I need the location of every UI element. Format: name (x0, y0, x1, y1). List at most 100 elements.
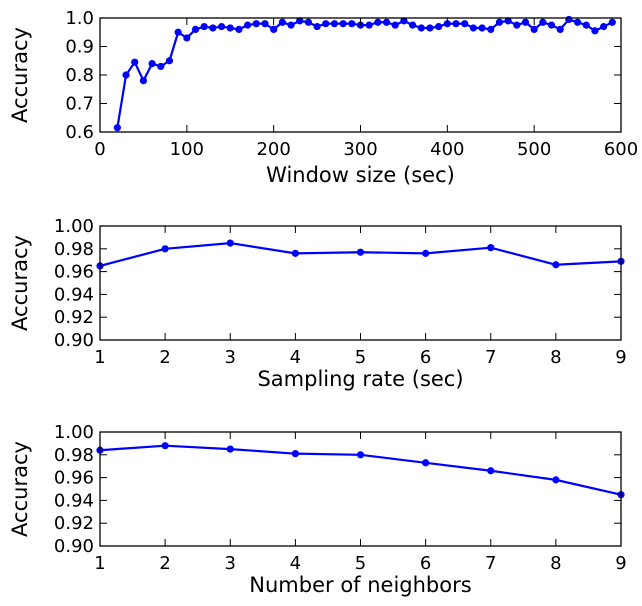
window-size-data-point (183, 34, 191, 42)
window-size-data-point (148, 60, 156, 68)
neighbors-data-point (356, 451, 365, 459)
window-size-data-point (209, 24, 217, 32)
window-size-y-tick-label: 1.0 (65, 8, 94, 29)
window-size-data-point (270, 25, 278, 33)
sampling-rate-x-tick-label: 9 (615, 347, 626, 368)
sampling-rate-y-tick-label: 0.94 (54, 284, 94, 305)
window-size-data-point (521, 18, 530, 26)
window-size-data-point (261, 20, 269, 28)
window-size-data-point (200, 22, 208, 31)
window-size-data-point (313, 22, 321, 31)
window-size-data-point (374, 18, 382, 26)
window-size-data-point (139, 77, 148, 85)
sampling-rate-x-tick-label: 6 (420, 347, 431, 368)
window-size-data-point (382, 18, 391, 26)
window-size-data-point (513, 21, 521, 29)
sampling-rate-x-axis-label: Sampling rate (sec) (257, 367, 463, 391)
neighbors-y-tick-label: 0.98 (54, 445, 94, 466)
sampling-rate-x-tick-label: 7 (485, 347, 496, 368)
sampling-rate-data-point (552, 261, 560, 269)
sampling-rate-data-point (487, 244, 495, 252)
neighbors-y-tick-label: 1.00 (54, 422, 94, 443)
window-size-data-point (417, 24, 425, 32)
window-size-data-point (278, 18, 286, 26)
window-size-data-point (322, 20, 330, 28)
window-size-data-point (504, 17, 512, 25)
sampling-rate-y-tick-label: 0.98 (54, 239, 94, 260)
window-size-data-point (365, 21, 373, 29)
window-size-data-point (556, 25, 564, 33)
sampling-rate-data-point (226, 239, 234, 247)
neighbors-x-axis-label: Number of neighbors (249, 573, 471, 597)
window-size-data-point (495, 18, 504, 26)
window-size-y-tick-label: 0.9 (65, 37, 94, 58)
window-size-data-point (165, 57, 174, 65)
neighbors-data-point (487, 467, 495, 475)
sampling-rate-y-tick-label: 0.90 (54, 330, 94, 351)
neighbors-data-point (161, 442, 169, 450)
window-size-data-point (426, 24, 434, 32)
sampling-rate-x-tick-label: 4 (290, 347, 301, 368)
neighbors-x-tick-label: 2 (159, 553, 170, 574)
window-size-data-point (435, 22, 443, 31)
neighbors-y-tick-label: 0.92 (54, 513, 94, 534)
sampling-rate-x-tick-label: 5 (355, 347, 366, 368)
neighbors-x-tick-label: 7 (485, 553, 496, 574)
window-size-data-point (547, 21, 556, 29)
window-size-data-point (226, 24, 234, 32)
neighbors-y-tick-label: 0.96 (54, 468, 94, 489)
window-size-x-tick-label: 300 (343, 139, 377, 160)
window-size-data-point (244, 21, 252, 29)
sampling-rate-x-tick-label: 8 (550, 347, 561, 368)
window-size-data-point (191, 25, 200, 33)
window-size-data-point (235, 25, 243, 33)
sampling-rate-data-point (291, 249, 299, 257)
window-size-data-point (330, 20, 339, 28)
window-size-data-point (487, 25, 495, 33)
window-size-y-tick-label: 0.6 (65, 122, 94, 143)
neighbors-x-tick-label: 9 (615, 553, 626, 574)
neighbors-data-point (552, 476, 560, 484)
sampling-rate-y-tick-label: 0.92 (54, 307, 94, 328)
window-size-data-point (217, 22, 226, 31)
sampling-rate-panel: 1 2 3 4 5 6 7 8 9 0.900.920.940.960.981.00 Samplin… (8, 216, 627, 391)
window-size-y-axis-label: Accuracy (8, 27, 32, 123)
sampling-rate-data-point (161, 245, 169, 253)
neighbors-x-tick-label: 8 (550, 553, 561, 574)
window-size-y-tick-label: 0.8 (65, 65, 94, 86)
window-size-data-point (348, 20, 356, 28)
sampling-rate-x-tick-label: 2 (159, 347, 170, 368)
sampling-rate-y-axis-label: Accuracy (8, 235, 32, 331)
window-size-data-point (539, 18, 547, 26)
window-size-data-point (122, 71, 130, 79)
window-size-data-point (131, 58, 139, 66)
window-size-data-point (469, 24, 477, 32)
neighbors-x-tick-label: 5 (355, 553, 366, 574)
window-size-series-line (116, 18, 613, 128)
window-size-x-tick-label: 500 (517, 139, 551, 160)
chart-panels: 0 100 200 300 400 500 600 0.6 0.7 0.8 0.9 1.0 Window… (8, 8, 638, 597)
window-size-data-point (174, 28, 182, 36)
window-size-data-point (113, 124, 121, 132)
window-size-x-tick-label: 200 (256, 139, 290, 160)
neighbors-data-point (422, 459, 430, 467)
neighbors-y-tick-label: 0.90 (54, 536, 94, 557)
sampling-rate-data-point (422, 249, 430, 257)
neighbors-x-tick-label: 3 (225, 553, 236, 574)
window-size-data-point (608, 18, 616, 26)
sampling-rate-x-tick-label: 3 (225, 347, 236, 368)
window-size-x-axis-label: Window size (sec) (266, 163, 455, 187)
window-size-data-point (356, 21, 365, 29)
window-size-data-point (582, 21, 590, 29)
window-size-data-point (452, 20, 460, 28)
sampling-rate-x-tick-label: 1 (94, 347, 105, 368)
window-size-panel: 0 100 200 300 400 500 600 0.6 0.7 0.8 0.9 1.0 Window… (8, 8, 638, 187)
sampling-rate-plot-frame (99, 225, 622, 341)
neighbors-x-tick-label: 6 (420, 553, 431, 574)
window-size-x-tick-label: 0 (94, 139, 105, 160)
neighbors-data-point (291, 450, 299, 458)
window-size-x-tick-label: 400 (430, 139, 464, 160)
neighbors-panel: 1 2 3 4 5 6 7 8 9 0.900.920.940.960.981.00 Number … (8, 422, 627, 597)
window-size-data-point (600, 22, 608, 31)
